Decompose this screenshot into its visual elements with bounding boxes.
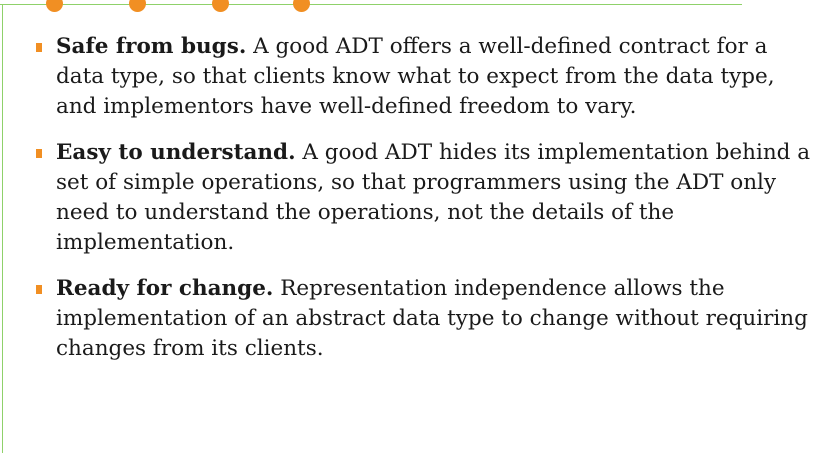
decorative-dot-2 bbox=[129, 0, 146, 12]
bullet-marker bbox=[36, 43, 42, 52]
decorative-dot-4 bbox=[293, 0, 310, 12]
decorative-dot-1 bbox=[46, 0, 63, 12]
bullet-ready-for-change: Ready for change. Representation indepen… bbox=[36, 274, 811, 364]
slide-top-rule bbox=[0, 4, 742, 5]
bullet-safe-from-bugs: Safe from bugs. A good ADT offers a well… bbox=[36, 32, 811, 122]
bullet-text: A good ADT offers a well-defined contrac… bbox=[56, 34, 775, 119]
bullet-text: Representation independence allows the i… bbox=[56, 276, 808, 361]
bullet-marker bbox=[36, 149, 42, 158]
bullet-heading: Safe from bugs. bbox=[56, 34, 247, 59]
bullet-heading: Easy to understand. bbox=[56, 140, 296, 165]
bullet-text: A good ADT hides its implementation behi… bbox=[56, 140, 811, 255]
slide-left-rule bbox=[2, 4, 3, 453]
decorative-dot-3 bbox=[212, 0, 229, 12]
bullet-marker bbox=[36, 285, 42, 294]
bullet-easy-to-understand: Easy to understand. A good ADT hides its… bbox=[36, 138, 811, 258]
bullet-heading: Ready for change. bbox=[56, 276, 274, 301]
slide-body: Safe from bugs. A good ADT offers a well… bbox=[36, 32, 811, 380]
